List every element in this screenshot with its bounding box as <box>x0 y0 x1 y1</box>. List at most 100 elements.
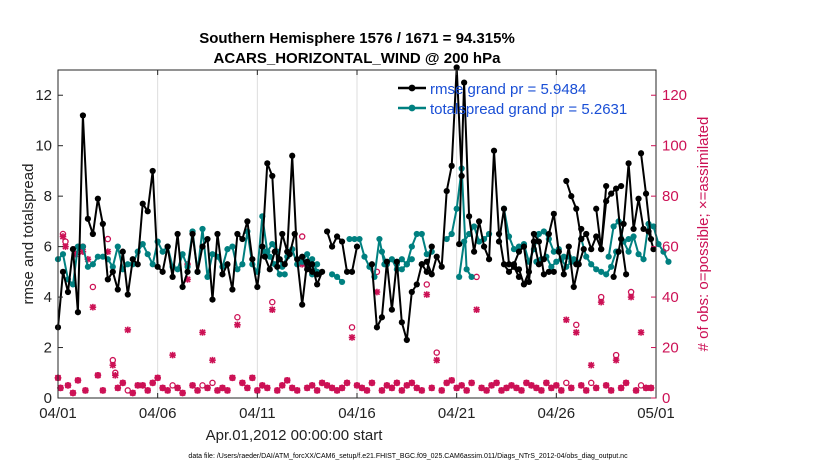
obs-assimilated-point <box>338 384 346 392</box>
obs-assimilated-point <box>438 387 446 394</box>
totalspread-point <box>553 258 560 265</box>
rmse-point <box>500 261 508 268</box>
obs-possible-point <box>563 379 570 387</box>
rmse-point <box>74 309 82 316</box>
obs-assimilated-point <box>149 379 156 387</box>
rmse-point <box>264 160 271 167</box>
obs-assimilated-point <box>433 356 441 364</box>
obs-assimilated-point <box>553 382 560 389</box>
obs-assimilated-point <box>408 379 416 387</box>
rmse-point <box>276 256 283 263</box>
rmse-point <box>378 314 386 321</box>
totalspread-point <box>453 205 460 212</box>
rmse-point <box>229 286 236 293</box>
rmse-point <box>244 218 251 225</box>
rmse-point <box>224 261 231 268</box>
rmse-point <box>555 248 562 255</box>
obs-assimilated-point <box>179 389 186 397</box>
totalspread-point <box>261 248 268 255</box>
obs-possible-point <box>298 233 306 240</box>
totalspread-point <box>625 248 632 255</box>
x-tick-label: 04/06 <box>139 405 177 422</box>
obs-assimilated-point <box>642 384 650 392</box>
obs-assimilated-point <box>308 382 316 389</box>
obs-assimilated-point <box>398 387 406 394</box>
rmse-point <box>568 193 575 200</box>
rmse-point <box>109 268 116 275</box>
rmse-point <box>304 266 311 273</box>
totalspread-point <box>413 230 420 238</box>
totalspread-point <box>179 251 186 258</box>
rmse-point <box>189 230 196 238</box>
rmse-line <box>518 212 585 288</box>
obs-assimilated-point <box>114 384 122 392</box>
rmse-point <box>114 286 121 293</box>
obs-possible-point <box>587 379 595 387</box>
rmse-point <box>353 243 361 250</box>
rmse-point <box>254 283 261 291</box>
totalspread-point <box>204 273 211 280</box>
rmse-point <box>69 246 77 253</box>
rmse-point <box>271 248 278 255</box>
rmse-point <box>525 268 533 275</box>
obs-assimilated-point <box>313 387 321 394</box>
y-tick-label-left: 2 <box>44 340 52 357</box>
rmse-point <box>266 266 273 273</box>
rmse-point <box>164 243 171 250</box>
obs-assimilated-point <box>423 291 431 298</box>
obs-assimilated-point <box>343 379 351 387</box>
rmse-point <box>475 218 483 225</box>
rmse-point <box>433 253 440 260</box>
rmse-point <box>79 112 87 119</box>
totalspread-point <box>309 256 316 263</box>
rmse-point <box>525 278 533 286</box>
totalspread-point <box>605 253 612 260</box>
obs-assimilated-point <box>174 384 181 392</box>
totalspread-point <box>398 256 405 263</box>
rmse-point <box>423 268 430 275</box>
rmse-point <box>149 167 156 175</box>
y-tick-label-left: 10 <box>35 138 52 155</box>
rmse-point <box>637 150 645 157</box>
rmse-point <box>650 246 657 253</box>
rmse-point <box>490 147 498 154</box>
obs-assimilated-point <box>363 387 371 394</box>
obs-assimilated-point <box>602 382 610 389</box>
rmse-point <box>580 246 587 253</box>
rmse-point <box>373 324 381 331</box>
x-tick-label: 04/26 <box>538 405 576 422</box>
y-tick-label-right: 120 <box>662 87 687 104</box>
totalspread-point <box>174 266 181 273</box>
legend-rmse-label: rmse grand pr = 5.9484 <box>430 81 586 98</box>
rmse-point <box>610 273 617 280</box>
obs-assimilated-point <box>592 384 600 392</box>
rmse-point <box>64 288 72 296</box>
totalspread-point <box>84 263 91 270</box>
legend-rmse-marker <box>408 84 416 92</box>
rmse-point <box>333 233 341 240</box>
obs-assimilated-point <box>428 384 436 392</box>
totalspread-point <box>610 223 617 230</box>
rmse-point <box>129 256 136 263</box>
totalspread-point <box>378 248 386 255</box>
totalspread-point <box>608 263 615 270</box>
obs-assimilated-point <box>443 379 450 387</box>
rmse-point <box>159 268 166 275</box>
rmse-point <box>540 256 547 263</box>
totalspread-point <box>548 263 555 270</box>
y-tick-label-right: 60 <box>662 239 679 256</box>
obs-assimilated-point <box>448 377 455 384</box>
y-axis-label-left: rmse and totalspread <box>20 164 37 305</box>
totalspread-point <box>99 253 106 260</box>
rmse-point <box>598 246 605 253</box>
totalspread-point <box>59 251 67 258</box>
obs-assimilated-point <box>89 303 97 311</box>
obs-assimilated-point <box>283 377 291 384</box>
obs-assimilated-point <box>239 379 246 387</box>
totalspread-point <box>388 256 395 263</box>
totalspread-point <box>593 266 600 273</box>
totalspread-point <box>139 240 146 248</box>
obs-assimilated-point <box>59 233 67 240</box>
totalspread-point <box>229 243 236 250</box>
rmse-point <box>154 263 161 270</box>
